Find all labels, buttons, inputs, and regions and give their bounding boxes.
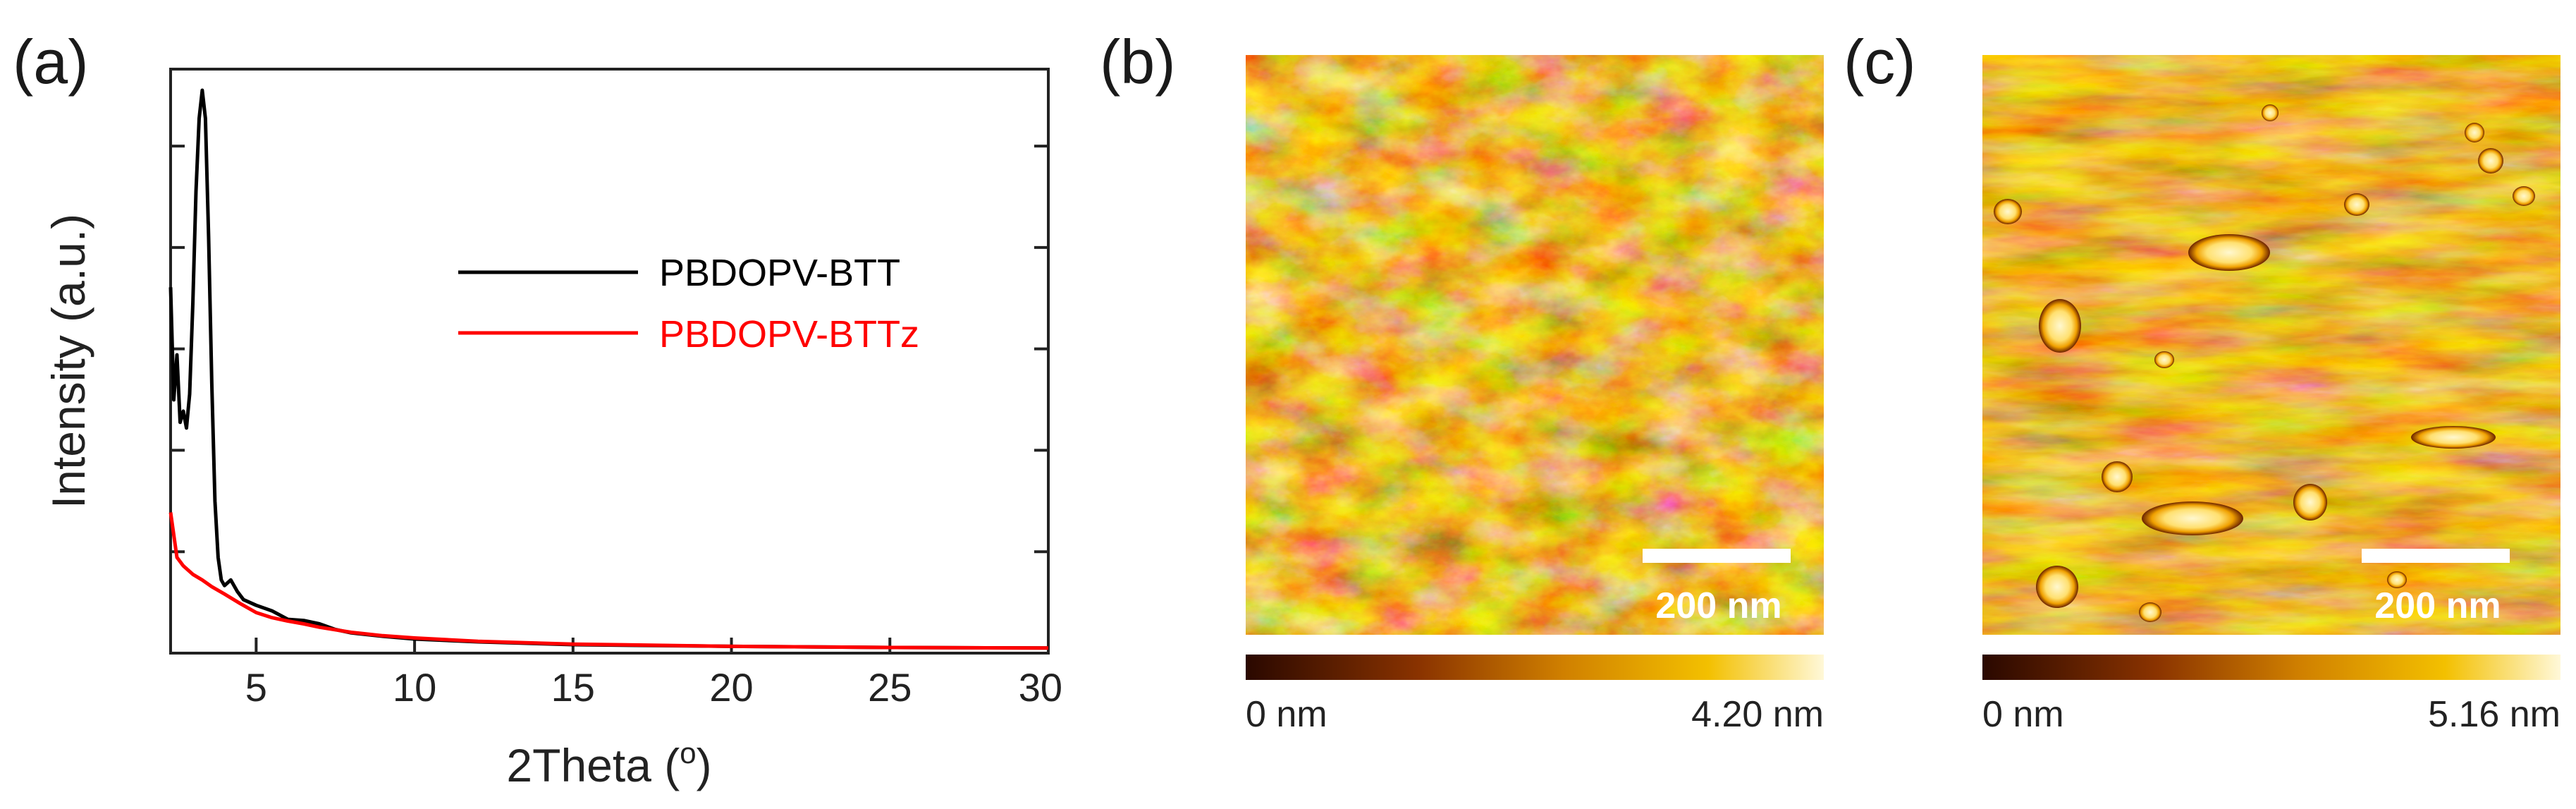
colorbar-c [1982,655,2560,680]
colorbar-min-c: 0 nm [1982,694,2064,735]
x-tick-label: 30 [1019,665,1062,710]
particle [2102,461,2133,492]
particle [2139,602,2161,622]
legend: PBDOPV-BTT PBDOPV-BTTz [458,252,919,355]
x-tick-label: 15 [551,665,595,710]
x-tick-label: 25 [868,665,912,710]
panel-c-label: (c) [1844,27,1916,97]
particle [2465,123,2484,142]
xrd-chart-panel: (a) 5 10 15 20 25 30 PBDOPV-BTT PBDOPV-BTTz I… [13,27,1062,791]
scale-bar-b [1643,549,1791,563]
panel-b-label: (b) [1100,27,1176,97]
afm-panel-c: (c) 200 nm 0 nm 5.16 nm [1844,27,2560,735]
series-line-pbdopv-btt [168,88,1049,650]
legend-label-pbdopv-bttz: PBDOPV-BTTz [659,313,919,355]
x-axis-label: 2Theta (o) [506,736,711,791]
particle [1994,199,2022,224]
particle [2262,104,2278,121]
particle [2293,484,2327,521]
particle [2513,186,2535,206]
x-tick-label: 5 [245,665,267,710]
colorbar-min-b: 0 nm [1246,694,1327,735]
panel-a-label: (a) [13,27,89,97]
particle [2387,571,2407,588]
legend-label-pbdopv-btt: PBDOPV-BTT [659,252,900,294]
particle [2188,234,2270,271]
particle [2478,148,2503,174]
scale-bar-label-c: 200 nm [2374,585,2501,626]
afm-particles-c [1994,104,2535,622]
particle [2039,299,2081,353]
afm-panel-b: (b) 200 nm 0 nm 4.20 nm [1100,27,1824,735]
colorbar-max-c: 5.16 nm [2428,694,2560,735]
colorbar-b [1246,655,1824,680]
particle [2142,501,2243,535]
afm-height-map-b [1246,55,1824,635]
particle [2411,426,2496,449]
scale-bar-c [2362,549,2510,563]
particle [2154,351,2174,368]
colorbar-max-b: 4.20 nm [1691,694,1824,735]
scale-bar-label-b: 200 nm [1655,585,1781,626]
plot-area-frame [169,68,1050,655]
y-axis-label: Intensity (a.u.) [42,214,94,509]
afm-height-map-c [1982,55,2560,635]
particle [2344,193,2369,216]
x-tick-label: 20 [709,665,753,710]
particle [2036,566,2078,608]
series-layer [168,88,1049,650]
x-tick-label: 10 [393,665,436,710]
series-line-pbdopv-bttz [168,512,1049,650]
